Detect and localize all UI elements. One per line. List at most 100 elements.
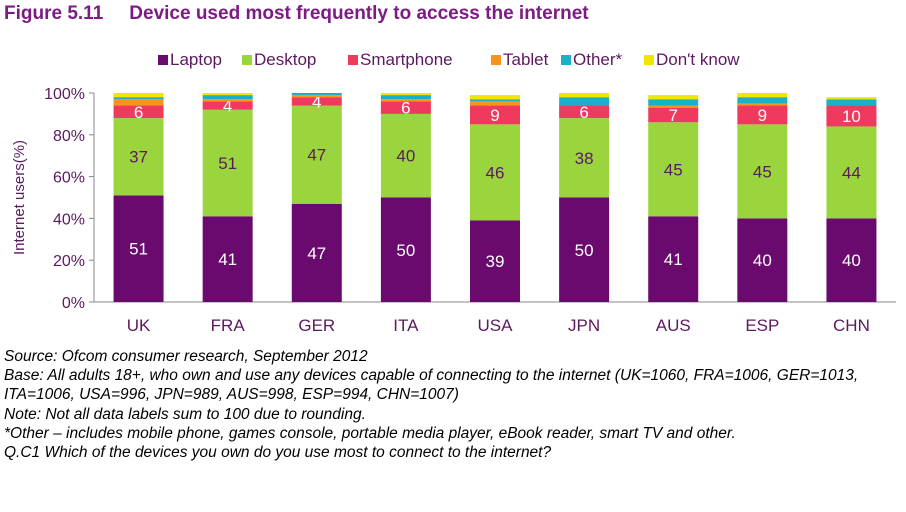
data-label: 6 [401, 99, 410, 118]
data-label: 38 [575, 149, 594, 168]
base-note: Base: All adults 18+, who own and use an… [4, 367, 863, 404]
y-tick-label: 60% [53, 170, 85, 187]
bar-segment [291, 95, 342, 98]
bar-segment [202, 95, 253, 100]
y-tick-label: 40% [53, 211, 85, 228]
bar-segment [202, 109, 253, 217]
y-tick-label: 80% [53, 128, 85, 145]
bar-segment [737, 103, 788, 106]
y-tick-label: 0% [62, 295, 85, 312]
legend-swatch [561, 55, 571, 65]
bar-segment [113, 118, 164, 196]
y-axis-label: Internet users(%) [11, 140, 28, 255]
data-label: 9 [758, 106, 767, 125]
data-label: 50 [396, 241, 415, 260]
x-tick-label: UK [127, 316, 151, 335]
figure-title: Device used most frequently to access th… [129, 3, 589, 24]
bar-segment [113, 195, 164, 302]
bar-segment [826, 99, 877, 106]
legend-label: Don't know [656, 50, 740, 69]
bar-segment [470, 124, 520, 221]
other-footnote: *Other – includes mobile phone, games co… [4, 424, 736, 442]
bar-segment [737, 218, 788, 302]
x-tick-label: CHN [833, 316, 870, 335]
x-tick-label: GER [298, 316, 335, 335]
data-label: 50 [575, 241, 594, 260]
bar-segment [113, 105, 164, 119]
bar-segment [380, 113, 431, 198]
bar-segment [380, 99, 431, 102]
bar-segment [380, 95, 431, 100]
x-tick-label: JPN [568, 316, 600, 335]
bar-segment [470, 105, 520, 125]
bar-segment [737, 93, 788, 98]
data-label: 40 [753, 251, 772, 270]
bar-segment [202, 101, 253, 110]
bar-segment [559, 197, 610, 302]
legend-swatch [158, 55, 168, 65]
bar-segment [559, 118, 610, 198]
bar-segment [380, 197, 431, 302]
data-label: 51 [129, 240, 148, 259]
bar-segment [202, 93, 253, 96]
bar-segment [648, 122, 699, 217]
bar-segment [648, 107, 699, 123]
data-label: 6 [579, 103, 588, 122]
bar-segment [826, 97, 877, 100]
bar-segment [113, 93, 164, 98]
chart-notes: Source: Ofcom consumer research, Septemb… [4, 347, 904, 462]
legend-swatch [348, 55, 358, 65]
data-label: 9 [490, 106, 499, 125]
bar-segment [737, 97, 788, 104]
bar-segment [291, 203, 342, 302]
bar-segment [559, 97, 610, 106]
bar-segment [470, 220, 520, 302]
bar-segment [380, 93, 431, 96]
y-tick-label: 20% [53, 253, 85, 270]
data-label: 4 [312, 92, 321, 111]
data-label: 44 [842, 163, 861, 182]
data-label: 40 [842, 251, 861, 270]
bar-segment [737, 124, 788, 219]
data-label: 46 [486, 163, 505, 182]
question-note: Q.C1 Which of the devices you own do you… [4, 444, 552, 462]
bar-segment [291, 93, 342, 96]
data-label: 47 [307, 244, 326, 263]
legend-label: Laptop [170, 50, 222, 69]
data-label: 7 [668, 106, 677, 125]
bar-segment [470, 99, 520, 102]
x-tick-label: USA [478, 316, 514, 335]
bar-segment [470, 95, 520, 100]
legend-swatch [242, 55, 252, 65]
data-label: 4 [223, 97, 232, 116]
data-label: 40 [396, 147, 415, 166]
bar-segment [559, 93, 610, 98]
bar-segment [113, 99, 164, 106]
data-label: 39 [486, 252, 505, 271]
figure-title-row: Figure 5.11 Device used most frequently … [4, 0, 589, 28]
bar-segment [648, 105, 699, 108]
bar-segment [470, 101, 520, 106]
bar-segment [826, 218, 877, 302]
bar-segment [202, 216, 253, 302]
rounding-note: Note: Not all data labels sum to 100 due… [4, 405, 366, 423]
legend-swatch [644, 55, 654, 65]
y-tick-label: 100% [44, 86, 85, 103]
source-note: Source: Ofcom consumer research, Septemb… [4, 348, 368, 365]
x-tick-label: ITA [393, 316, 419, 335]
bar-segment [737, 105, 788, 125]
legend-label: Desktop [254, 50, 316, 69]
legend-label: Smartphone [360, 50, 453, 69]
bar-segment [826, 126, 877, 219]
stacked-bar-chart: 0% 20% 40% 60% 80% 100% Internet users(%) Lapto… [11, 50, 896, 335]
data-label: 51 [218, 154, 237, 173]
bar-segment [826, 105, 877, 127]
data-label: 10 [842, 107, 861, 126]
legend-label: Other* [573, 50, 623, 69]
data-label: 47 [307, 146, 326, 165]
data-label: 41 [664, 250, 683, 269]
data-label: 6 [134, 103, 143, 122]
bar-segment [648, 95, 699, 100]
bar-segment [559, 105, 610, 119]
bar-segment [380, 101, 431, 114]
